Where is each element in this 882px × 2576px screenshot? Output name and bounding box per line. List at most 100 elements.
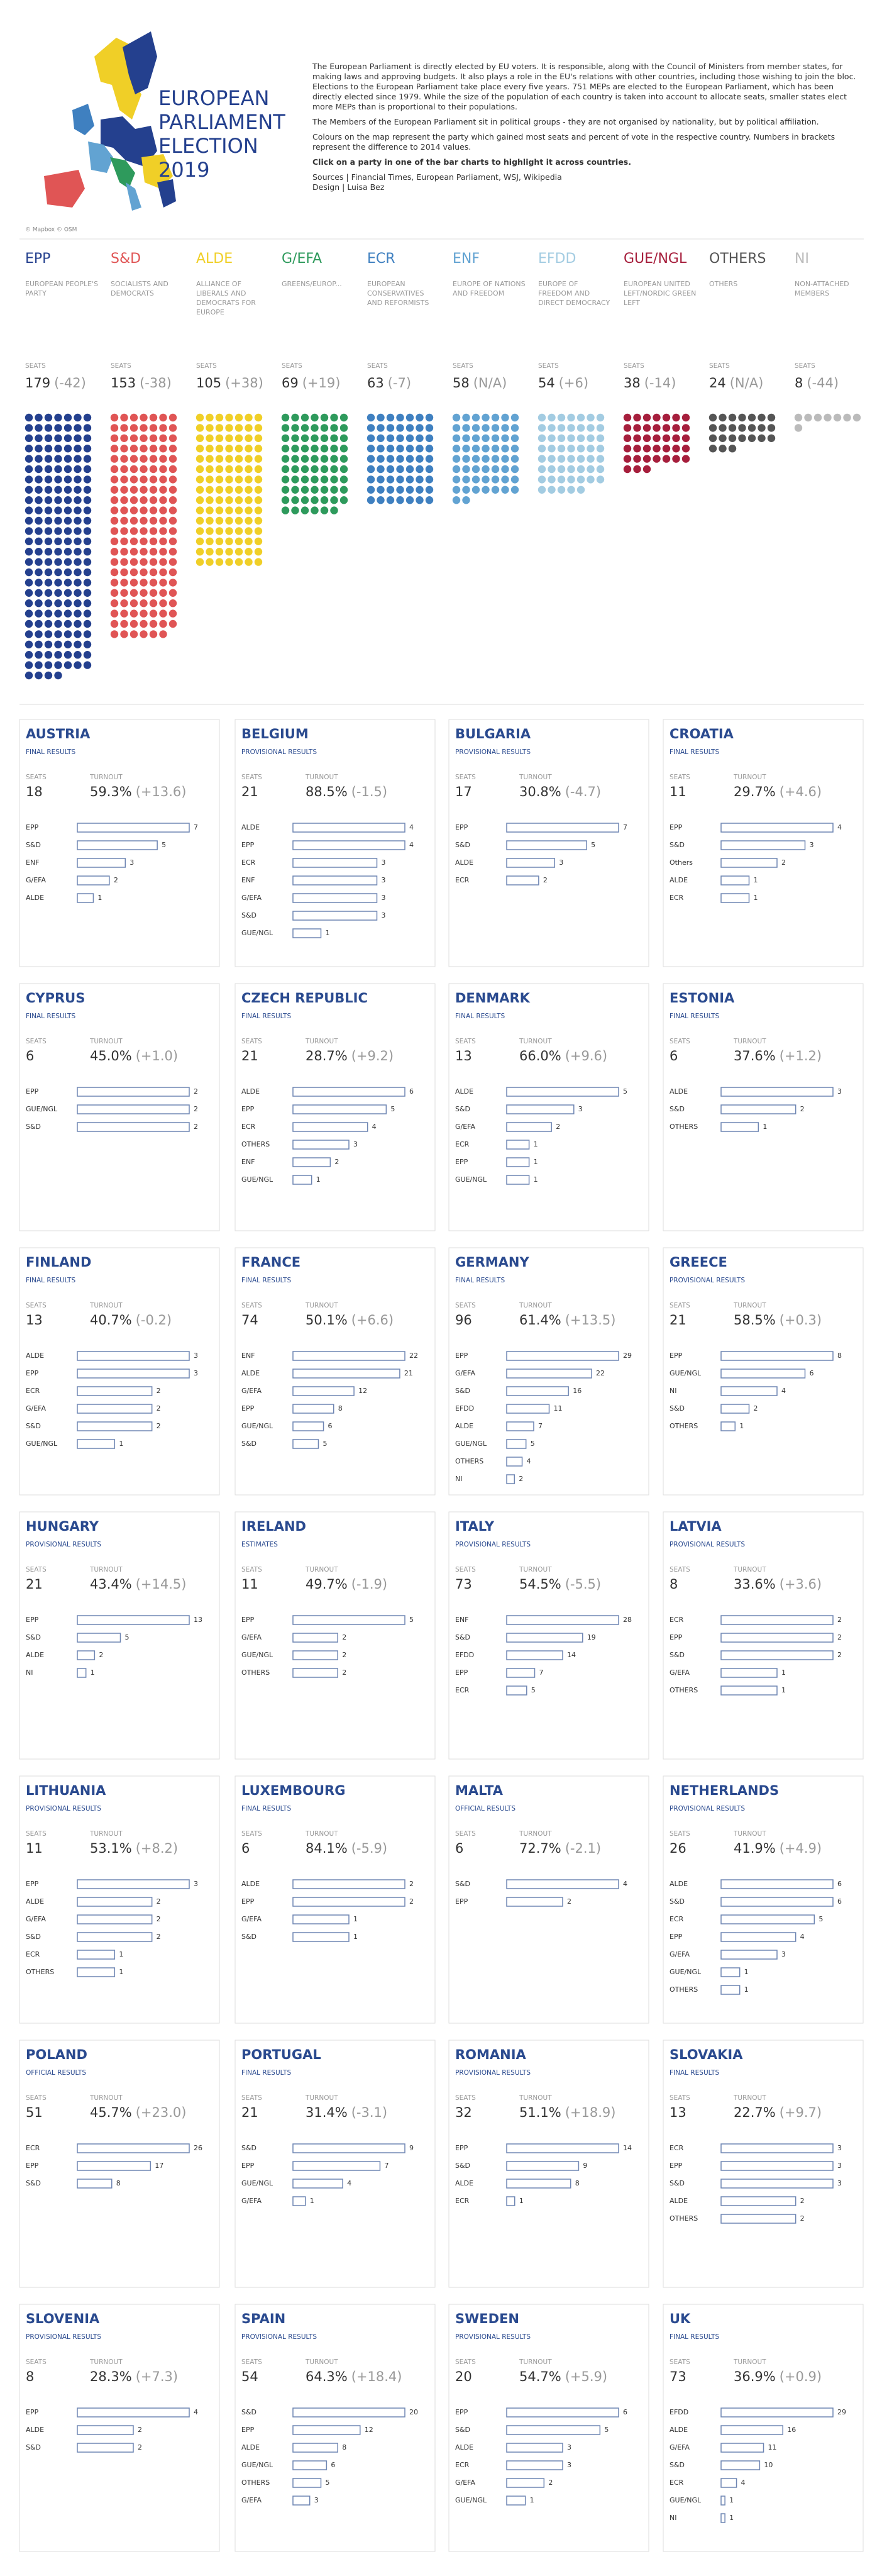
bar[interactable] (720, 1914, 815, 1924)
bar[interactable] (506, 1668, 536, 1678)
bar[interactable] (292, 1650, 338, 1660)
bar[interactable] (720, 2179, 834, 2189)
bar[interactable] (77, 893, 94, 903)
bar[interactable] (292, 1140, 350, 1150)
bar[interactable] (506, 858, 556, 868)
bar[interactable] (720, 840, 806, 850)
bar[interactable] (77, 1879, 190, 1889)
bar[interactable] (77, 1668, 87, 1678)
bar[interactable] (506, 2179, 571, 2189)
bar[interactable] (720, 1087, 834, 1097)
bar[interactable] (506, 1122, 552, 1132)
bar[interactable] (720, 823, 834, 833)
bar[interactable] (506, 1650, 563, 1660)
bar[interactable] (292, 1439, 319, 1449)
bar[interactable] (506, 2460, 563, 2470)
bar[interactable] (720, 2496, 725, 2506)
bar[interactable] (506, 823, 619, 833)
bar[interactable] (720, 858, 778, 868)
bar[interactable] (292, 1368, 400, 1379)
bar[interactable] (720, 2513, 725, 2523)
bar[interactable] (720, 1985, 741, 1995)
bar[interactable] (77, 1950, 116, 1960)
bar[interactable] (720, 1122, 759, 1132)
bar[interactable] (720, 2214, 797, 2224)
bar[interactable] (506, 1685, 527, 1696)
bar[interactable] (506, 840, 587, 850)
bar[interactable] (77, 875, 110, 886)
bar[interactable] (506, 2161, 580, 2171)
bar[interactable] (506, 1457, 523, 1467)
bar[interactable] (506, 2407, 619, 2418)
bar[interactable] (77, 823, 190, 833)
bar[interactable] (720, 1685, 778, 1696)
bar[interactable] (506, 2196, 515, 2206)
bar[interactable] (77, 1439, 116, 1449)
bar[interactable] (292, 1879, 405, 1889)
bar[interactable] (292, 2179, 343, 2189)
bar[interactable] (292, 1615, 405, 1625)
bar[interactable] (292, 840, 405, 850)
bar[interactable] (506, 1474, 515, 1484)
bar[interactable] (292, 2425, 361, 2435)
bar[interactable] (292, 1897, 405, 1907)
bar[interactable] (720, 2425, 783, 2435)
bar[interactable] (720, 1351, 834, 1361)
bar[interactable] (506, 1404, 550, 1414)
bar[interactable] (506, 1140, 530, 1150)
bar[interactable] (720, 2407, 834, 2418)
bar[interactable] (77, 840, 158, 850)
bar[interactable] (720, 2196, 797, 2206)
bar[interactable] (292, 1175, 312, 1185)
bar[interactable] (77, 1368, 190, 1379)
bar[interactable] (77, 2425, 134, 2435)
bar[interactable] (506, 2443, 563, 2453)
bar[interactable] (506, 1368, 592, 1379)
bar[interactable] (77, 1633, 121, 1643)
bar[interactable] (292, 858, 378, 868)
bar[interactable] (292, 2407, 405, 2418)
bar[interactable] (720, 1104, 797, 1114)
bar[interactable] (506, 1386, 569, 1396)
bar[interactable] (292, 1932, 350, 1942)
bar[interactable] (292, 1421, 324, 1431)
bar[interactable] (720, 1950, 778, 1960)
bar[interactable] (77, 1914, 153, 1924)
bar[interactable] (720, 1650, 834, 1660)
bar[interactable] (77, 1104, 190, 1114)
bar[interactable] (77, 2179, 113, 2189)
bar[interactable] (292, 1914, 350, 1924)
bar[interactable] (720, 1932, 797, 1942)
bar[interactable] (506, 1351, 619, 1361)
bar[interactable] (77, 2407, 190, 2418)
bar[interactable] (506, 875, 539, 886)
bar[interactable] (506, 1104, 575, 1114)
bar[interactable] (506, 2496, 526, 2506)
bar[interactable] (77, 1650, 96, 1660)
bar[interactable] (506, 1633, 583, 1643)
bar[interactable] (77, 1351, 190, 1361)
bar[interactable] (720, 1386, 778, 1396)
bar[interactable] (77, 1421, 153, 1431)
bar[interactable] (77, 1967, 116, 1977)
bar[interactable] (720, 2478, 737, 2488)
bar[interactable] (292, 1351, 405, 1361)
bar[interactable] (77, 858, 126, 868)
bar[interactable] (506, 1439, 527, 1449)
bar[interactable] (292, 911, 378, 921)
bar[interactable] (720, 1615, 834, 1625)
bar[interactable] (292, 2143, 405, 2153)
bar[interactable] (77, 1404, 153, 1414)
bar[interactable] (720, 893, 750, 903)
bar[interactable] (77, 1615, 190, 1625)
bar[interactable] (77, 2443, 134, 2453)
bar[interactable] (720, 2143, 834, 2153)
bar[interactable] (292, 1157, 331, 1167)
bar[interactable] (720, 2443, 764, 2453)
bar[interactable] (292, 1404, 334, 1414)
bar[interactable] (292, 2460, 328, 2470)
bar[interactable] (720, 1668, 778, 1678)
bar[interactable] (720, 2460, 761, 2470)
bar[interactable] (292, 893, 378, 903)
bar[interactable] (292, 2443, 338, 2453)
